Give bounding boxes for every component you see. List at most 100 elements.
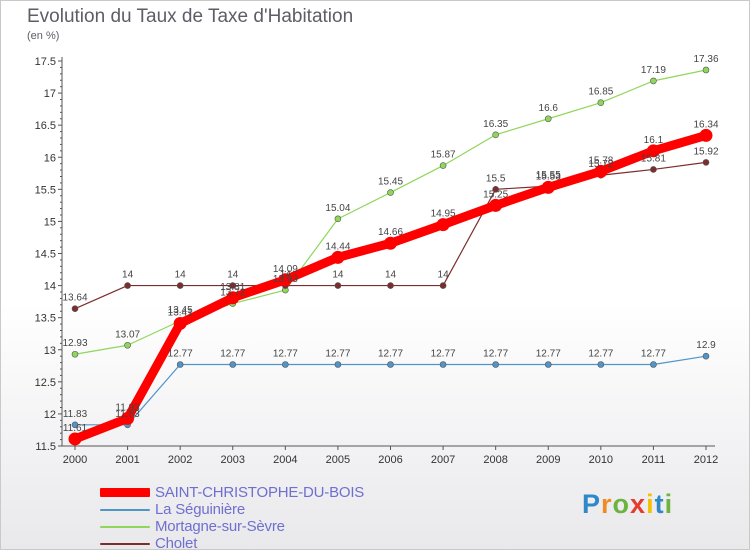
data-label: 14 <box>385 270 397 281</box>
data-point <box>229 361 237 368</box>
data-label: 12.77 <box>220 349 245 360</box>
data-label: 17.36 <box>693 54 718 65</box>
x-tick-label: 2004 <box>273 454 297 466</box>
data-point <box>229 282 237 289</box>
data-label: 15.72 <box>588 159 613 170</box>
data-point <box>702 66 710 74</box>
data-label: 12.9 <box>696 340 716 351</box>
data-point <box>334 361 342 368</box>
data-label: 12.77 <box>168 349 193 360</box>
data-label: 12.77 <box>536 349 561 360</box>
data-point <box>492 361 499 368</box>
data-point <box>278 273 292 287</box>
y-tick-label: 11.5 <box>35 441 56 453</box>
data-label: 14 <box>122 270 134 281</box>
y-tick-label: 16.5 <box>35 120 56 132</box>
data-point <box>282 361 289 368</box>
data-label: 14 <box>438 270 450 281</box>
x-tick-label: 2010 <box>589 454 613 466</box>
data-label: 16.85 <box>588 87 613 98</box>
x-tick-label: 2011 <box>642 454 666 466</box>
data-label: 13.45 <box>168 305 193 316</box>
data-label: 13.93 <box>273 274 298 285</box>
data-label: 11.83 <box>115 409 140 420</box>
data-label: 15.55 <box>536 170 561 181</box>
data-label: 14 <box>280 270 292 281</box>
data-label: 15.92 <box>693 146 718 157</box>
legend-label: Cholet <box>155 535 198 552</box>
data-point <box>492 131 499 139</box>
legend-swatch <box>100 542 150 545</box>
y-tick-label: 17.5 <box>35 56 56 68</box>
data-point <box>124 282 131 289</box>
data-label: 17.19 <box>641 65 666 76</box>
y-tick-label: 17 <box>44 88 56 100</box>
logo-letter: t <box>654 489 665 519</box>
data-point <box>334 282 342 289</box>
x-tick-label: 2000 <box>63 454 87 466</box>
y-tick-label: 15.5 <box>35 184 56 196</box>
data-label: 15.04 <box>325 203 350 214</box>
data-point <box>650 77 657 85</box>
data-point <box>71 305 79 312</box>
y-tick-label: 16 <box>44 152 56 164</box>
data-point <box>699 128 713 142</box>
data-point <box>597 99 605 107</box>
chart-title: Evolution du Taux de Taxe d'Habitation <box>27 6 354 27</box>
legend-label: La Séguinière <box>155 501 245 518</box>
data-label: 15.81 <box>641 153 666 164</box>
logo-letter: i <box>646 489 655 519</box>
chart-legend: SAINT-CHRISTOPHE-DU-BOIS La Séguinière Mor… <box>100 484 364 552</box>
data-label: 14.66 <box>378 227 403 238</box>
data-label: 12.77 <box>641 349 666 360</box>
y-tick-label: 14.5 <box>35 249 56 261</box>
data-point <box>173 316 187 330</box>
data-point <box>387 189 394 196</box>
x-tick-label: 2006 <box>378 454 402 466</box>
data-label: 12.77 <box>325 349 350 360</box>
data-label: 13.41 <box>168 307 193 318</box>
data-label: 14.09 <box>273 264 298 275</box>
x-tick-label: 2001 <box>115 454 139 466</box>
data-point <box>71 350 79 358</box>
data-point <box>439 282 447 289</box>
data-label: 14 <box>175 270 187 281</box>
data-point <box>646 144 660 158</box>
y-tick-label: 15 <box>44 216 56 228</box>
x-tick-label: 2007 <box>431 454 455 466</box>
data-point <box>597 361 605 368</box>
logo-letter: i <box>664 489 674 519</box>
y-tick-label: 13 <box>44 345 56 357</box>
data-point <box>492 186 499 193</box>
legend-swatch <box>100 488 150 497</box>
data-label: 13.07 <box>115 329 140 340</box>
data-label: 15.25 <box>483 189 508 200</box>
data-point <box>71 421 79 429</box>
legend-label: Mortagne-sur-Sèvre <box>155 518 285 535</box>
legend-item: Cholet <box>100 535 364 552</box>
data-point <box>439 361 447 368</box>
data-label: 12.77 <box>483 349 508 360</box>
data-label: 14.44 <box>325 241 350 252</box>
data-point <box>439 162 447 169</box>
x-tick-label: 2009 <box>536 454 560 466</box>
x-tick-label: 2012 <box>694 454 718 466</box>
data-label: 11.83 <box>63 409 88 420</box>
legend-item: Mortagne-sur-Sèvre <box>100 518 364 535</box>
data-label: 15.53 <box>536 171 561 182</box>
data-point <box>124 341 131 349</box>
data-label: 11.61 <box>63 423 88 434</box>
data-label: 15.45 <box>378 177 403 188</box>
data-label: 16.6 <box>539 103 559 114</box>
data-point <box>650 166 657 173</box>
y-tick-label: 13.5 <box>35 313 56 325</box>
data-label: 14.95 <box>431 209 456 220</box>
data-point <box>387 282 394 289</box>
data-label: 14 <box>227 270 239 281</box>
data-label: 14 <box>332 270 344 281</box>
data-point <box>594 164 608 178</box>
proxiti-logo: Proxiti <box>582 489 673 520</box>
data-label: 15.87 <box>431 150 456 161</box>
data-label: 12.77 <box>588 349 613 360</box>
